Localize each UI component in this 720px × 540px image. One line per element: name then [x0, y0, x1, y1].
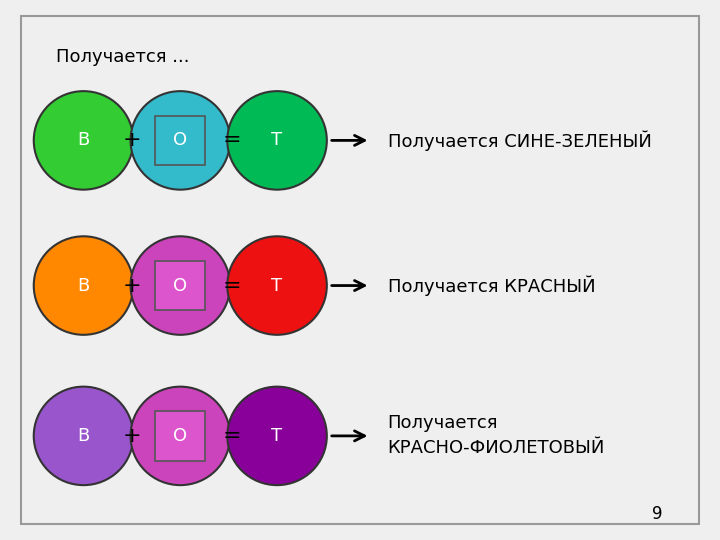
Ellipse shape	[130, 387, 230, 485]
Ellipse shape	[228, 387, 327, 485]
Ellipse shape	[228, 91, 327, 190]
Text: +: +	[122, 426, 141, 446]
FancyBboxPatch shape	[156, 116, 205, 165]
Text: 9: 9	[652, 505, 662, 523]
Text: =: =	[222, 426, 241, 446]
Text: Получается КРАСНЫЙ: Получается КРАСНЫЙ	[387, 275, 595, 296]
Text: О: О	[174, 131, 187, 150]
Text: =: =	[222, 130, 241, 151]
Ellipse shape	[34, 237, 133, 335]
Text: Т: Т	[271, 131, 283, 150]
Text: Получается
КРАСНО-ФИОЛЕТОВЫЙ: Получается КРАСНО-ФИОЛЕТОВЫЙ	[387, 414, 605, 457]
Ellipse shape	[228, 237, 327, 335]
Text: О: О	[174, 427, 187, 445]
Text: +: +	[122, 130, 141, 151]
Text: О: О	[174, 276, 187, 294]
Text: В: В	[77, 276, 90, 294]
Text: Т: Т	[271, 276, 283, 294]
Text: Т: Т	[271, 427, 283, 445]
FancyBboxPatch shape	[156, 261, 205, 310]
Text: =: =	[222, 275, 241, 295]
Ellipse shape	[130, 237, 230, 335]
Text: В: В	[77, 427, 90, 445]
Ellipse shape	[34, 387, 133, 485]
Text: В: В	[77, 131, 90, 150]
FancyBboxPatch shape	[156, 411, 205, 461]
Ellipse shape	[130, 91, 230, 190]
Text: Получается ...: Получается ...	[56, 49, 189, 66]
Ellipse shape	[34, 91, 133, 190]
Text: +: +	[122, 275, 141, 295]
Text: Получается СИНЕ-ЗЕЛЕНЫЙ: Получается СИНЕ-ЗЕЛЕНЫЙ	[387, 130, 652, 151]
